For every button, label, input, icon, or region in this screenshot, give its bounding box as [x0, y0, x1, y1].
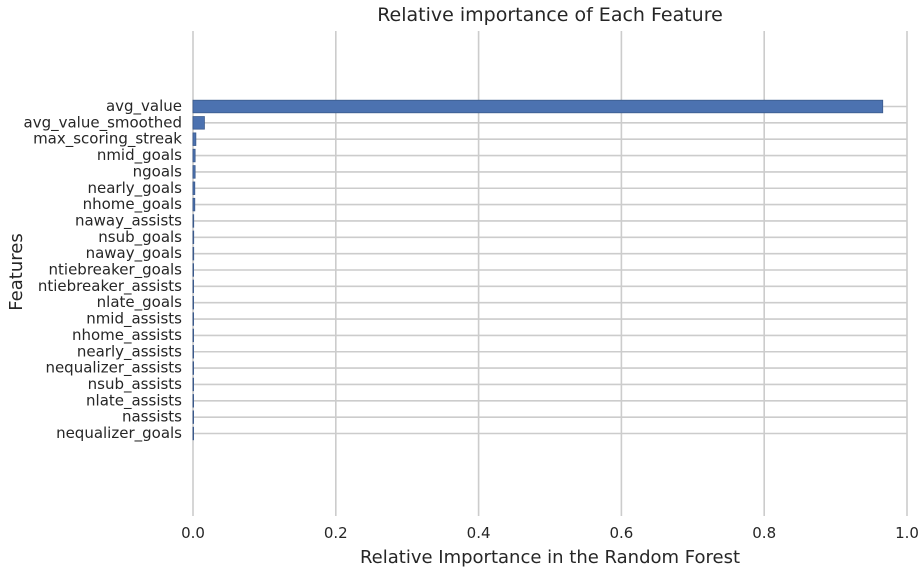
- bar-naway-goals: [192, 246, 195, 261]
- y-tick-label: naway_assists: [75, 211, 182, 230]
- bar-nmid-goals: [192, 148, 196, 163]
- y-tick-label: avg_value_smoothed: [24, 113, 182, 132]
- bar-ntiebreaker-assists: [192, 279, 195, 294]
- x-tick-label: 0.2: [324, 524, 348, 542]
- bar-nequalizer-assists: [192, 361, 195, 375]
- bar-avg-value-smoothed: [192, 116, 205, 130]
- y-tick-label: nsub_assists: [88, 375, 183, 394]
- bar-nlate-assists: [192, 394, 195, 408]
- y-tick-label: nequalizer_assists: [45, 359, 182, 378]
- y-tick-label: nlate_goals: [97, 293, 183, 312]
- chart-title: Relative importance of Each Feature: [377, 4, 723, 26]
- bar-nearly-goals: [192, 181, 196, 195]
- x-tick-label: 1.0: [895, 524, 919, 542]
- bar-ngoals: [192, 165, 196, 179]
- grid-lines: [192, 31, 908, 516]
- y-tick-label: nmid_assists: [86, 310, 182, 329]
- x-tick-labels: 0.0 0.2 0.4 0.6 0.8 1.0: [181, 524, 919, 542]
- x-tick-label: 0.8: [752, 524, 776, 542]
- y-tick-label: nearly_goals: [87, 179, 182, 198]
- x-axis-label: Relative Importance in the Random Forest: [360, 547, 740, 568]
- bar-ntiebreaker-goals: [192, 263, 195, 277]
- bars: [192, 99, 884, 441]
- y-tick-label: nhome_assists: [72, 326, 182, 345]
- bar-naway-assists: [192, 214, 195, 228]
- x-tick-label: 0.4: [467, 524, 491, 542]
- bar-nsub-assists: [192, 377, 195, 392]
- bar-nhome-assists: [192, 328, 195, 343]
- bar-nlate-goals: [192, 295, 195, 310]
- x-tick-label: 0.0: [181, 524, 205, 542]
- y-tick-label: nhome_goals: [83, 195, 183, 214]
- y-tick-label: nsub_goals: [98, 228, 182, 247]
- y-tick-label: nlate_assists: [86, 391, 182, 410]
- y-tick-label: nassists: [122, 408, 182, 426]
- bar-nequalizer-goals: [192, 426, 195, 441]
- y-tick-label: nmid_goals: [97, 146, 182, 165]
- y-tick-label: ngoals: [133, 162, 183, 180]
- x-tick-label: 0.6: [609, 524, 633, 542]
- y-tick-label: max_scoring_streak: [33, 130, 182, 149]
- y-tick-label: naway_goals: [86, 244, 183, 263]
- y-tick-labels: avg_valueavg_value_smoothedmax_scoring_s…: [24, 97, 183, 443]
- bar-nhome-goals: [192, 197, 196, 212]
- bar-nmid-assists: [192, 312, 195, 326]
- y-tick-label: nequalizer_goals: [56, 424, 182, 443]
- bar-nassists: [192, 410, 195, 424]
- bar-max-scoring-streak: [192, 132, 197, 146]
- y-tick-label: nearly_assists: [77, 342, 182, 361]
- y-tick-label: ntiebreaker_goals: [49, 261, 183, 280]
- y-tick-label: avg_value: [106, 97, 182, 116]
- y-axis-label: Features: [6, 233, 27, 310]
- y-tick-label: ntiebreaker_assists: [38, 277, 182, 296]
- bar-avg-value: [192, 99, 884, 114]
- bar-nearly-assists: [192, 345, 195, 359]
- bar-nsub-goals: [192, 230, 195, 245]
